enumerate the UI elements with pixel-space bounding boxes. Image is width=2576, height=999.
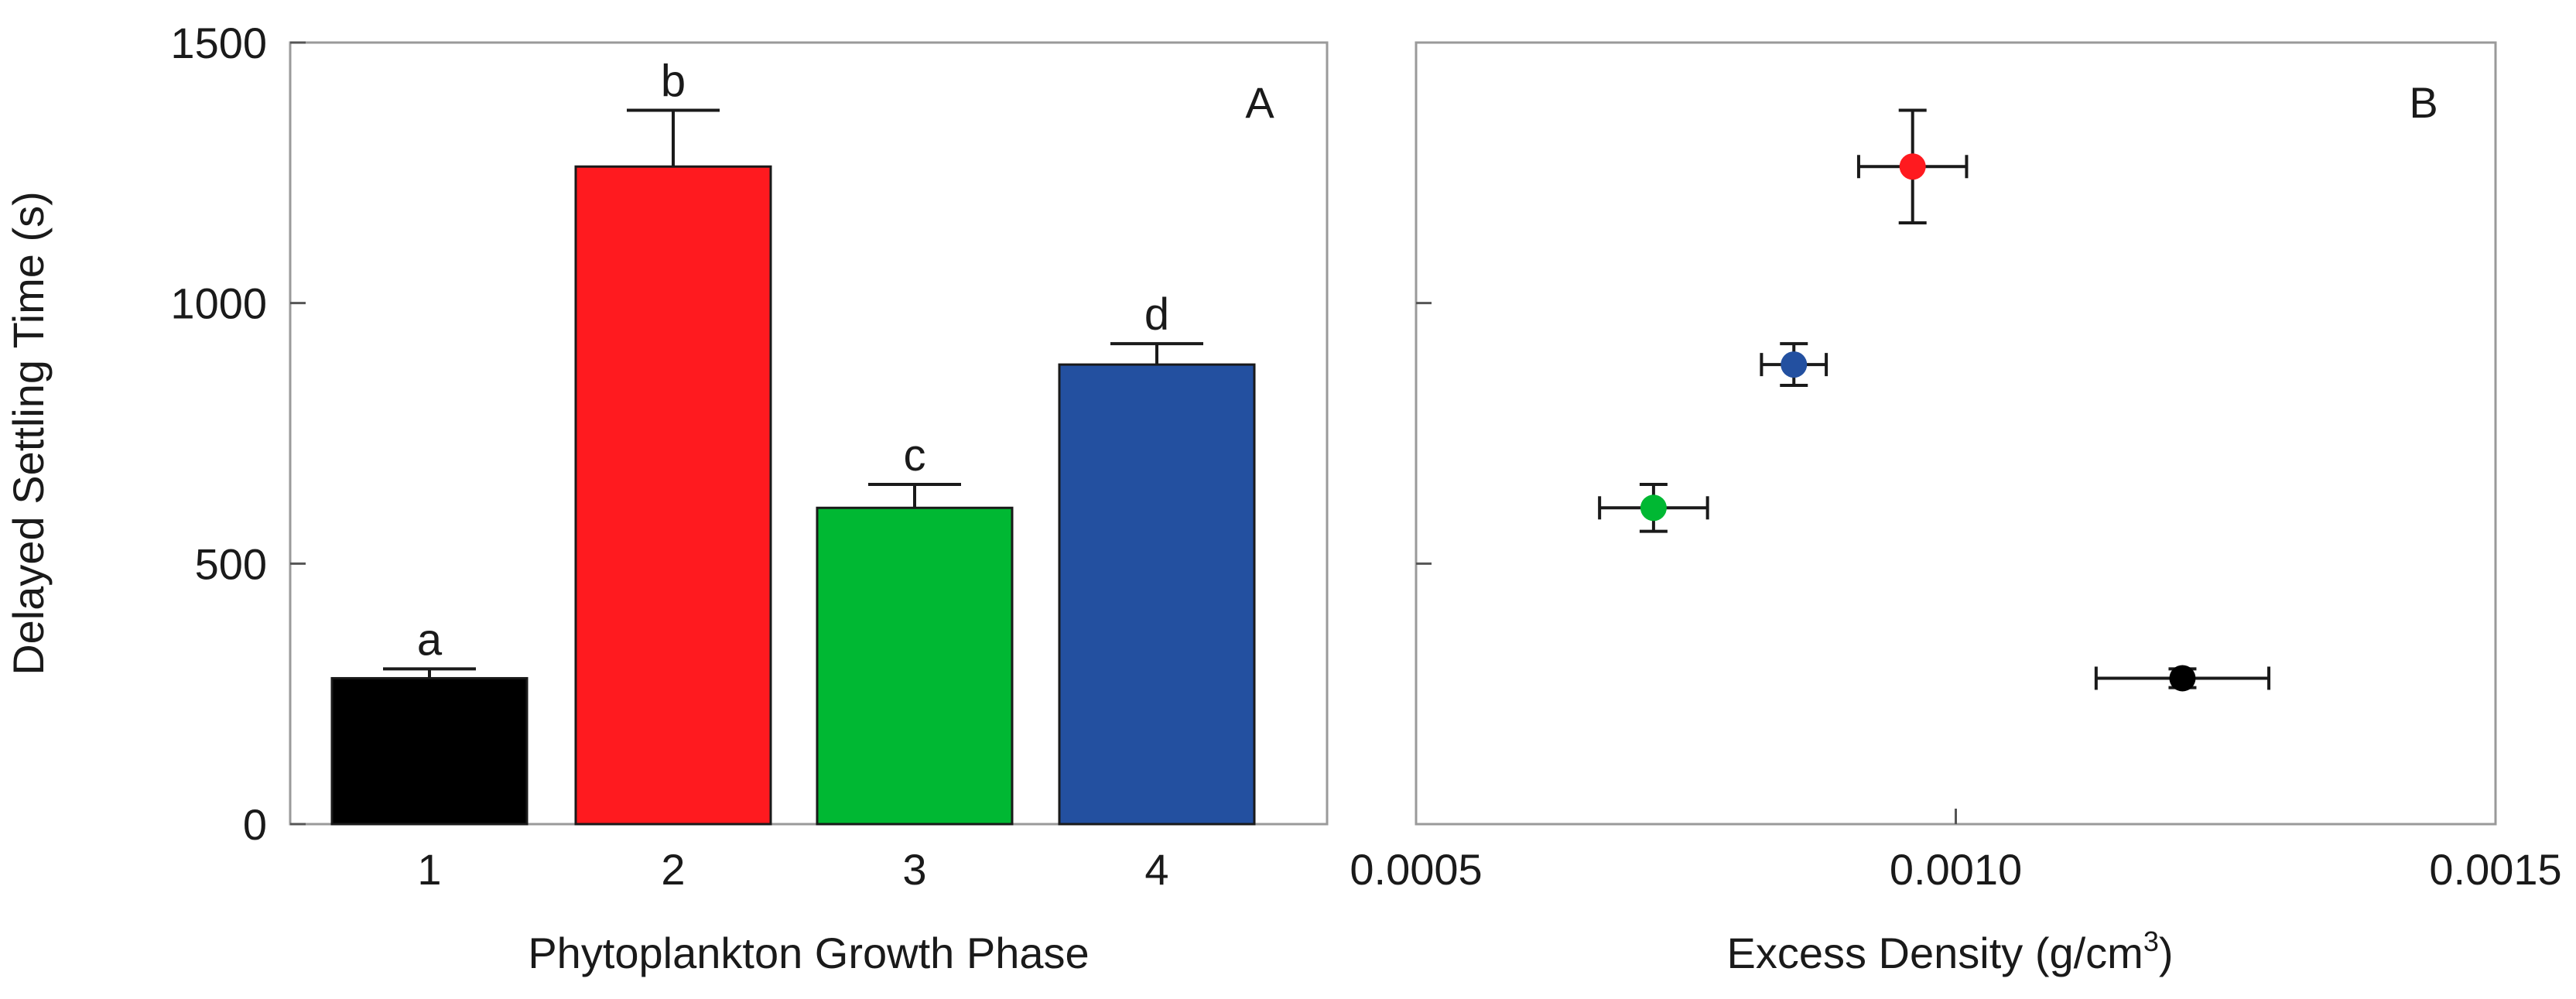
bar-phase-1: [330, 676, 529, 826]
panel-b-x-axis-title: Excess Density (g/cm3): [1726, 925, 2173, 977]
panel-b-x-tick-label: 0.0010: [1890, 845, 2022, 894]
panel-a-label: A: [1245, 78, 1274, 127]
scatter-point-group-3: [1598, 482, 1709, 533]
bar-phase-3: [816, 506, 1014, 826]
scatter-point-4: [1781, 351, 1808, 378]
bar-phase-2: [574, 165, 772, 826]
significance-letter-b: b: [661, 56, 686, 107]
panel-b-x-tick-label: 0.0005: [1350, 845, 1482, 894]
scatter-point-2: [1899, 153, 1926, 180]
bar-phase-4: [1058, 363, 1256, 826]
panel-a-x-tick-label: 4: [1144, 845, 1168, 894]
panel-b-label: B: [2409, 78, 2437, 127]
scatter-point-group-4: [1760, 342, 1829, 388]
panel-a-x-tick-label: 1: [417, 845, 441, 894]
panel-a-x-axis-title: Phytoplankton Growth Phase: [528, 929, 1089, 977]
panel-a-x-tick-label: 3: [902, 845, 926, 894]
scatter-point-3: [1640, 494, 1667, 522]
significance-letter-d: d: [1144, 289, 1169, 340]
panel-a-x-tick-label: 2: [661, 845, 685, 894]
panel-a: Delayed Settling Time (s) 0 500 1000 1500 a…: [4, 19, 1329, 977]
panel-a-y-tick-label: 500: [195, 539, 267, 588]
panel-b-plot-frame: [1415, 41, 2497, 826]
panel-b: 0.0005 0.0010 0.0015 B Excess Density (g/c…: [1350, 41, 2562, 977]
scatter-point-group-1: [2094, 665, 2271, 692]
panel-a-y-tick-label: 1500: [170, 19, 267, 67]
panel-a-y-axis-title: Delayed Settling Time (s): [4, 191, 53, 676]
panel-a-y-tick-label: 0: [243, 800, 267, 849]
scatter-point-1: [2169, 665, 2196, 692]
significance-letter-a: a: [417, 614, 443, 665]
panel-b-x-tick-label: 0.0015: [2429, 845, 2561, 894]
panel-a-plot-frame: [289, 41, 1329, 826]
significance-letter-c: c: [904, 430, 926, 481]
scatter-point-group-2: [1856, 108, 1969, 224]
panel-a-y-tick-label: 1000: [170, 279, 267, 328]
